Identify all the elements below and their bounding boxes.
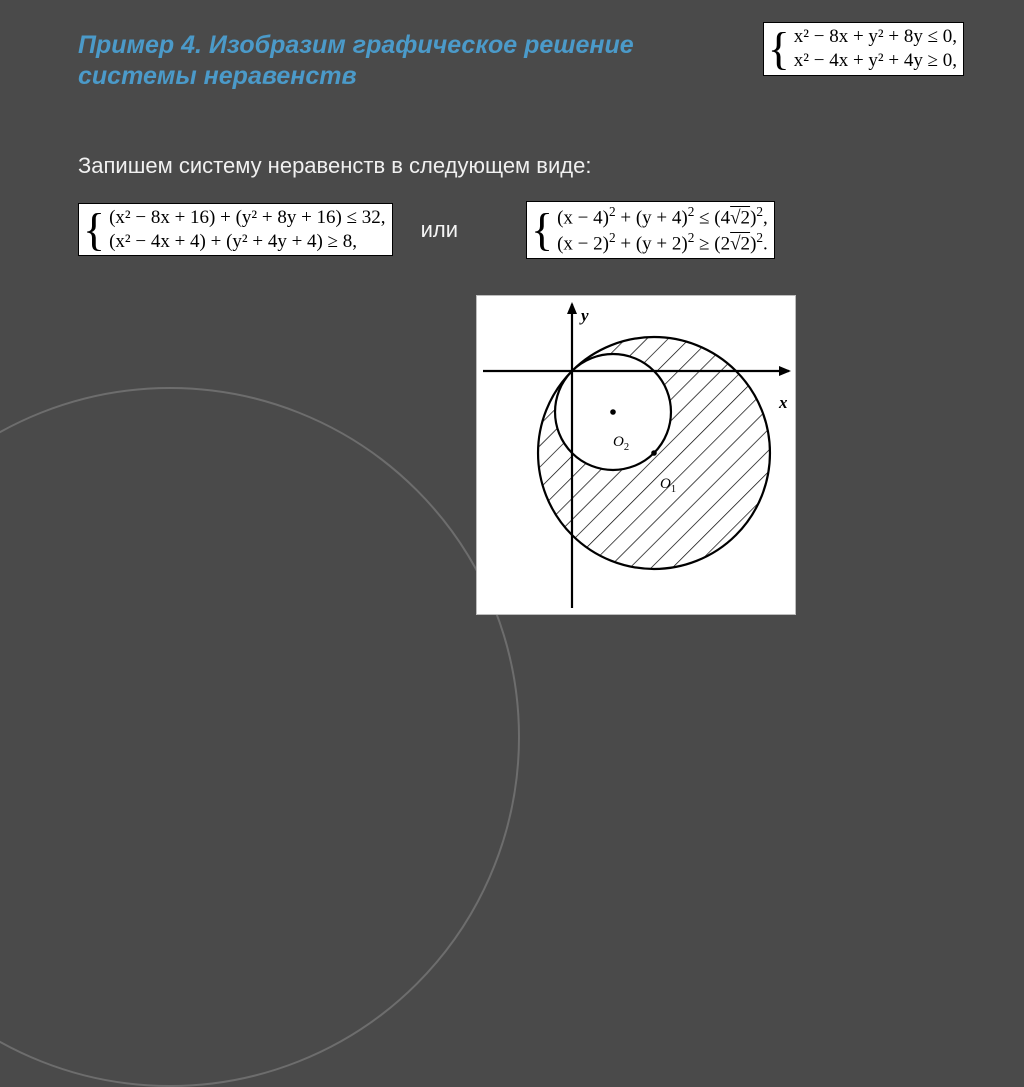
system-canonical: { (x − 4)2 + (y + 4)2 ≤ (4√2)2, (x − 2)2… xyxy=(526,201,775,259)
eq-cs-2: (x² − 4x + 4) + (y² + 4y + 4) ≥ 8, xyxy=(109,230,385,254)
subtext: Запишем систему неравенств в следующем в… xyxy=(78,153,969,179)
figure-svg xyxy=(477,296,797,616)
small-circle-center-label: O2 xyxy=(613,434,629,453)
eq-canon-1: (x − 4)2 + (y + 4)2 ≤ (4√2)2, xyxy=(557,204,768,230)
solution-figure: y x O1 O2 xyxy=(476,295,796,615)
left-brace-icon: { xyxy=(83,206,109,254)
eq-cs-1: (x² − 8x + 16) + (y² + 8y + 16) ≤ 32, xyxy=(109,206,385,230)
system-completed-square: { (x² − 8x + 16) + (y² + 8y + 16) ≤ 32, … xyxy=(78,203,393,257)
x-axis-label: x xyxy=(779,393,788,413)
big-circle-center-label: O1 xyxy=(660,476,676,495)
eq-orig-1: x² − 8x + y² + 8y ≤ 0, xyxy=(794,25,957,49)
left-brace-icon: { xyxy=(768,25,794,73)
eq-orig-2: x² − 4x + y² + 4y ≥ 0, xyxy=(794,49,957,73)
system-original: { x² − 8x + y² + 8y ≤ 0, x² − 4x + y² + … xyxy=(763,22,964,76)
slide-title: Пример 4. Изобразим графическое решение … xyxy=(78,30,718,93)
connector-text: или xyxy=(421,217,458,243)
eq-canon-2: (x − 2)2 + (y + 2)2 ≥ (2√2)2. xyxy=(557,230,768,256)
decorative-arc xyxy=(0,387,520,1087)
y-axis-label: y xyxy=(581,306,589,326)
left-brace-icon: { xyxy=(531,204,557,256)
